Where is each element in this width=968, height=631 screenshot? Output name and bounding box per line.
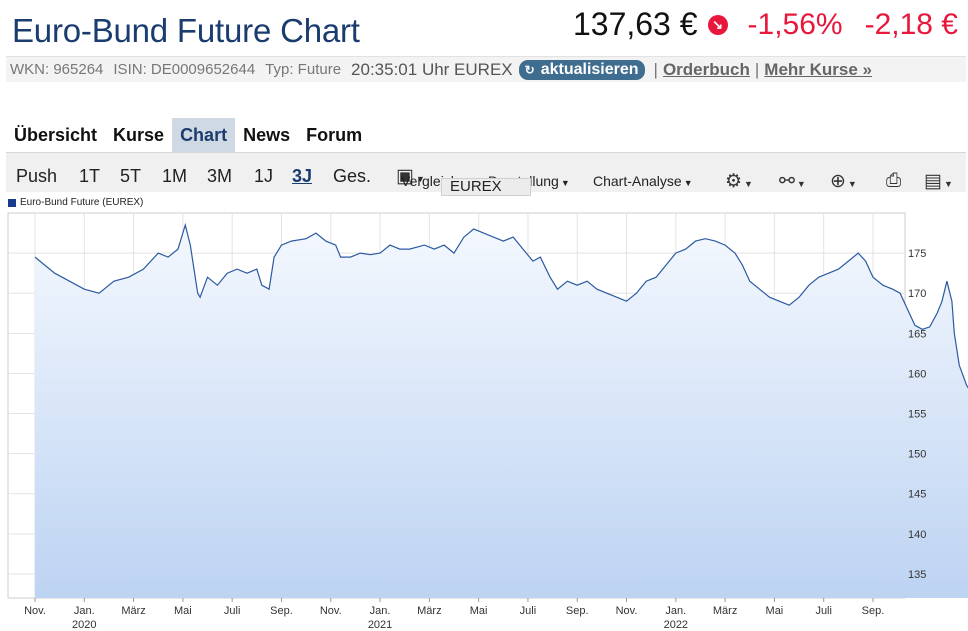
share-icon[interactable]: ⚯ ▼ xyxy=(779,171,806,192)
quote-time: 20:35:01 Uhr EUREX xyxy=(351,59,513,79)
chevron-down-icon: ▼ xyxy=(560,178,570,188)
refresh-button[interactable]: ↻ aktualisieren xyxy=(518,59,645,80)
y-tick-label: 150 xyxy=(908,449,926,461)
legend-label: Euro-Bund Future (EUREX) xyxy=(20,197,144,208)
x-tick-label: Juli xyxy=(224,605,241,617)
x-tick-label: Nov. xyxy=(616,605,638,617)
price-chart[interactable]: 135 140 145 150 155 160 165 170 175 Nov. Jan. 2020 M… xyxy=(0,193,968,631)
x-tick-label: Sep. xyxy=(862,605,885,617)
main-tabs: Übersicht Kurse Chart News Forum xyxy=(6,118,370,152)
x-tick-label: Juli xyxy=(520,605,537,617)
legend-swatch xyxy=(8,198,16,207)
info-bar: WKN: 965264 ISIN: DE0009652644 Typ: Futu… xyxy=(6,56,966,82)
period-3j[interactable]: 3J xyxy=(292,166,313,186)
tab-news[interactable]: News xyxy=(243,125,291,145)
chart-legend: Euro-Bund Future (EUREX) xyxy=(8,197,143,208)
y-tick-label: 140 xyxy=(908,529,926,541)
y-tick-label: 165 xyxy=(908,328,926,340)
chart-area: Euro-Bund Future (EUREX) 135 140 145 150 155… xyxy=(0,193,968,631)
isin-label: ISIN: DE0009652644 xyxy=(113,61,256,78)
x-tick-label: Sep. xyxy=(270,605,293,617)
change-absolute: -2,18 € xyxy=(864,7,958,41)
y-tick-label: 135 xyxy=(908,569,926,581)
x-tick-label: März xyxy=(121,605,145,617)
period-1t[interactable]: 1T xyxy=(79,166,101,186)
y-tick-label: 145 xyxy=(908,489,926,501)
x-tick-label: Mai xyxy=(470,605,488,617)
chart-analyse-dropdown[interactable]: Chart-Analyse ▼ xyxy=(593,173,693,189)
orderbuch-link[interactable]: Orderbuch xyxy=(662,59,750,79)
arrow-down-icon: ↘ xyxy=(707,14,728,35)
y-tick-label: 160 xyxy=(908,368,926,380)
y-tick-label: 155 xyxy=(908,409,926,421)
chart-analyse-label: Chart-Analyse xyxy=(593,173,682,189)
y-tick-label: 170 xyxy=(908,288,926,300)
series-area xyxy=(35,225,968,598)
quote-summary: 137,63 € ↘ -1,56% -2,18 € xyxy=(573,6,958,43)
current-price: 137,63 € xyxy=(572,6,698,42)
x-year-label: 2021 xyxy=(368,619,392,631)
x-tick-label: Nov. xyxy=(320,605,342,617)
x-tick-label: März xyxy=(417,605,441,617)
x-tick-label: Mai xyxy=(766,605,784,617)
refresh-label: aktualisieren xyxy=(540,60,639,78)
x-year-label: 2020 xyxy=(72,619,96,631)
wkn-label: WKN: 965264 xyxy=(10,61,104,78)
tab-kurse[interactable]: Kurse xyxy=(113,125,165,145)
x-tick-label: Juli xyxy=(815,605,832,617)
x-tick-label: Jan. xyxy=(74,605,95,617)
period-5t[interactable]: 5T xyxy=(120,166,142,186)
series-line[interactable] xyxy=(34,222,968,554)
x-tick-label: März xyxy=(713,605,737,617)
period-1j[interactable]: 1J xyxy=(254,166,274,186)
mehr-kurse-link[interactable]: Mehr Kurse » xyxy=(764,59,872,79)
refresh-icon: ↻ xyxy=(524,62,535,77)
x-tick-label: Jan. xyxy=(665,605,686,617)
x-tick-label: Mai xyxy=(174,605,192,617)
separator: | xyxy=(653,59,658,79)
separator: | xyxy=(754,59,760,79)
period-1m[interactable]: 1M xyxy=(162,166,188,186)
page-title: Euro-Bund Future Chart xyxy=(12,12,360,49)
calendar-icon[interactable]: ▣ ▼ xyxy=(396,166,425,187)
period-3m[interactable]: 3M xyxy=(207,166,233,186)
y-tick-label: 175 xyxy=(908,248,926,260)
tab-chart[interactable]: Chart xyxy=(172,118,236,152)
x-tick-label: Nov. xyxy=(24,605,46,617)
x-year-label: 2022 xyxy=(664,619,688,631)
tab-uebersicht[interactable]: Übersicht xyxy=(14,125,98,145)
zoom-icon[interactable]: ⊕ ▼ xyxy=(830,171,857,192)
settings-gear-icon[interactable]: ⚙ ▼ xyxy=(725,171,753,192)
period-push[interactable]: Push xyxy=(16,166,58,186)
period-ges[interactable]: Ges. xyxy=(333,166,372,186)
tab-forum[interactable]: Forum xyxy=(306,125,363,145)
change-percent: -1,56% xyxy=(747,7,843,41)
chevron-down-icon: ▼ xyxy=(683,178,693,188)
print-icon[interactable]: ⎙ xyxy=(886,170,902,191)
x-tick-label: Sep. xyxy=(566,605,589,617)
x-tick-label: Jan. xyxy=(370,605,391,617)
exchange-popup[interactable]: EUREX xyxy=(441,178,531,196)
type-label: Typ: Future xyxy=(265,61,342,78)
save-icon[interactable]: ▤ ▼ xyxy=(924,171,953,192)
